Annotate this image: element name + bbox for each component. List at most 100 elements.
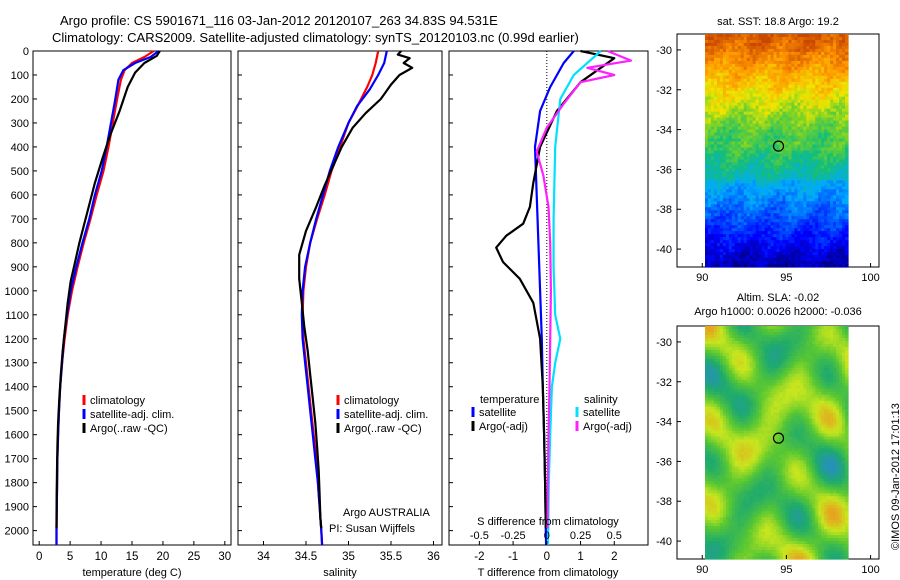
map-cell	[770, 364, 775, 369]
map-cell	[728, 246, 733, 250]
map-cell	[710, 358, 715, 363]
map-cell	[755, 81, 760, 86]
map-cell	[719, 204, 724, 208]
map-cell	[791, 84, 795, 89]
map-cell	[746, 328, 751, 333]
map-cell	[743, 346, 748, 351]
map-cell	[788, 216, 792, 220]
map-cell	[719, 34, 724, 38]
map-cell	[713, 352, 718, 357]
map-cell	[791, 48, 795, 53]
map-cell	[833, 213, 837, 217]
map-cell	[800, 51, 804, 56]
map-cell	[713, 358, 718, 363]
map-cell	[830, 228, 834, 232]
map-cell	[833, 264, 837, 268]
map-cell	[824, 117, 828, 122]
map-cell	[827, 376, 831, 381]
map-cell	[749, 48, 754, 53]
map-cell	[827, 237, 831, 241]
temperature-xlabel: temperature (deg C)	[82, 567, 181, 579]
map-cell	[812, 69, 816, 74]
map-cell	[836, 328, 840, 333]
map-cell	[725, 373, 730, 378]
map-cell	[743, 105, 748, 110]
map-cell	[845, 213, 849, 217]
map-cell	[785, 132, 790, 137]
map-cell	[791, 159, 795, 164]
map-cell	[839, 63, 843, 68]
map-cell	[707, 207, 712, 211]
map-cell	[827, 234, 831, 238]
map-cell	[821, 174, 825, 178]
map-cell	[749, 219, 754, 223]
map-cell	[815, 326, 819, 330]
map-cell	[839, 120, 843, 125]
map-cell	[710, 228, 715, 232]
map-cell	[705, 126, 709, 131]
map-cell	[705, 81, 709, 86]
map-cell	[842, 60, 846, 65]
map-cell	[743, 198, 748, 202]
map-cell	[743, 183, 748, 187]
map-cell	[824, 234, 828, 238]
map-cell	[839, 189, 843, 193]
map-cell	[830, 84, 834, 89]
map-cell	[731, 195, 736, 199]
map-cell	[836, 99, 840, 104]
map-cell	[764, 326, 769, 330]
map-cell	[803, 141, 807, 146]
map-cell	[827, 54, 831, 59]
map-cell	[731, 63, 736, 68]
map-cell	[776, 346, 781, 351]
map-cell	[761, 237, 766, 241]
map-cell	[773, 204, 778, 208]
map-cell	[803, 111, 807, 116]
map-cell	[833, 141, 837, 146]
map-cell	[734, 373, 739, 378]
map-cell	[836, 237, 840, 241]
map-cell	[761, 165, 766, 170]
map-cell	[716, 231, 721, 235]
map-cell	[722, 228, 727, 232]
map-cell	[833, 261, 837, 265]
map-cell	[755, 66, 760, 71]
map-cell	[779, 48, 784, 53]
map-cell	[833, 165, 837, 170]
map-cell	[779, 382, 784, 387]
map-cell	[803, 126, 807, 131]
map-cell	[818, 207, 822, 211]
map-cell	[737, 135, 742, 140]
map-cell	[803, 225, 807, 229]
map-cell	[833, 246, 837, 250]
map-cell	[788, 210, 792, 214]
map-cell	[809, 219, 813, 223]
map-cell	[734, 39, 739, 44]
map-cell	[797, 192, 801, 196]
map-cell	[734, 213, 739, 217]
map-cell	[707, 240, 712, 244]
map-cell	[800, 328, 804, 333]
map-cell	[722, 102, 727, 107]
map-cell	[773, 210, 778, 214]
map-cell	[764, 60, 769, 65]
map-cell	[782, 168, 787, 173]
map-cell	[785, 105, 790, 110]
map-cell	[845, 222, 849, 226]
map-cell	[809, 355, 813, 360]
map-cell	[770, 126, 775, 131]
map-cell	[755, 198, 760, 202]
map-cell	[815, 144, 819, 149]
map-cell	[776, 249, 781, 253]
map-cell	[803, 264, 807, 268]
map-cell	[728, 45, 733, 50]
map-cell	[713, 367, 718, 372]
map-cell	[791, 331, 795, 336]
map-cell	[761, 156, 766, 161]
map-cell	[743, 135, 748, 140]
map-cell	[821, 105, 825, 110]
map-cell	[755, 42, 760, 47]
map-cell	[749, 96, 754, 101]
map-cell	[821, 126, 825, 131]
map-cell	[746, 105, 751, 110]
